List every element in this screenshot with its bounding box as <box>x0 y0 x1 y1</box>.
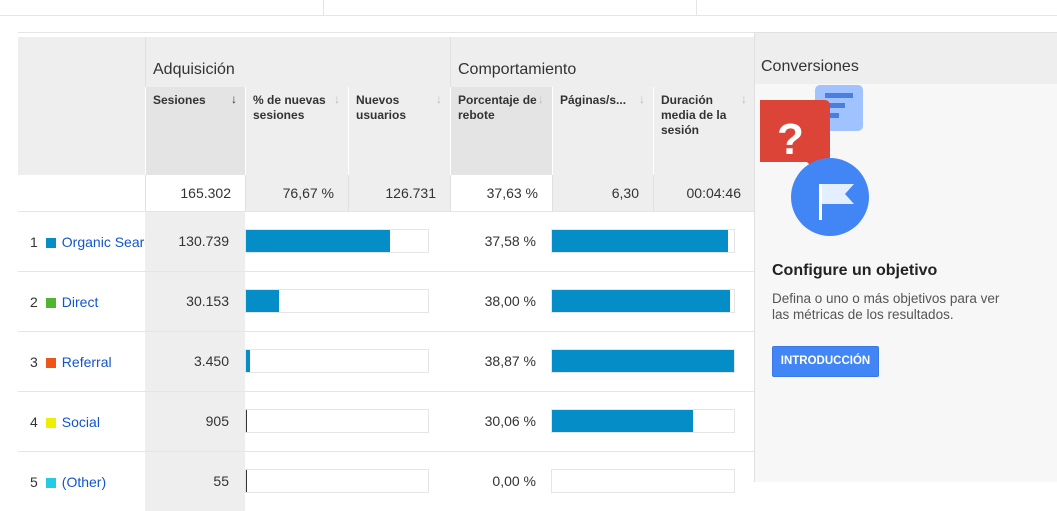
bounce-bar-fill <box>552 350 734 372</box>
group-behavior: Comportamiento <box>450 37 755 87</box>
table-row: 4 Social 905 30,06 % <box>18 391 755 451</box>
sessions-value: 55 <box>145 452 245 511</box>
total-bounce: 37,63 % <box>450 175 552 211</box>
sort-arrow-icon: ↓ <box>538 92 544 106</box>
series-color-swatch <box>45 238 56 248</box>
table-row: 1 Organic Search 130.739 37,58 % <box>18 211 755 271</box>
bounce-value: 38,00 % <box>484 293 536 309</box>
total-sessions: 165.302 <box>145 175 245 211</box>
col-label: Nuevos usuarios <box>356 93 407 122</box>
goal-illustration-icon: ? <box>760 85 869 236</box>
sessions-bar <box>245 229 429 253</box>
row-rank: 5 <box>30 474 38 490</box>
bounce-bar <box>551 289 735 313</box>
row-rank: 3 <box>30 354 38 370</box>
total-new-users: 126.731 <box>348 175 450 211</box>
channel-link[interactable]: Social <box>61 414 100 430</box>
channel-link[interactable]: Organic Search <box>61 234 145 250</box>
sessions-bar-fill <box>246 290 280 312</box>
goal-title: Configure un objetivo <box>772 262 938 279</box>
sessions-value: 130.739 <box>145 212 245 271</box>
bounce-bar <box>551 229 735 253</box>
col-bounce-rate[interactable]: Porcentaje de rebote ↓ <box>450 87 552 175</box>
group-header-blank <box>18 37 145 87</box>
bounce-bar <box>551 349 735 373</box>
row-label: 4 Social <box>18 392 145 451</box>
bounce-bar-fill <box>552 410 693 432</box>
row-rank: 1 <box>30 234 38 250</box>
report-table: Adquisición Comportamiento Sesiones ↓ % d… <box>18 32 755 511</box>
table-row: 5 (Other) 55 0,00 % <box>18 451 755 511</box>
total-new-sessions: 76,67 % <box>245 175 348 211</box>
total-duration: 00:04:46 <box>653 175 755 211</box>
table-row: 3 Referral 3.450 38,87 % <box>18 331 755 391</box>
col-label: Sesiones <box>153 93 206 107</box>
col-sessions[interactable]: Sesiones ↓ <box>145 87 245 175</box>
row-label: 1 Organic Search <box>18 212 145 271</box>
row-label: 3 Referral <box>18 332 145 391</box>
col-new-users[interactable]: Nuevos usuarios ↓ <box>348 87 450 175</box>
table-row: 2 Direct 30.153 38,00 % <box>18 271 755 331</box>
col-pages-session[interactable]: Páginas/s... ↓ <box>552 87 653 175</box>
bounce-bar <box>551 469 735 493</box>
col-label: Páginas/s... <box>560 93 627 107</box>
sort-arrow-icon: ↓ <box>231 92 237 106</box>
col-label: % de nuevas sesiones <box>253 93 326 122</box>
sessions-bar <box>245 469 429 493</box>
bounce-value: 30,06 % <box>484 413 536 429</box>
sessions-value: 905 <box>145 392 245 451</box>
row-label: 5 (Other) <box>18 452 145 511</box>
series-color-swatch <box>45 298 56 308</box>
total-blank <box>18 175 145 211</box>
goal-description: Defina o uno o más objetivos para ver la… <box>772 291 1000 322</box>
sessions-bar-fill <box>246 230 390 252</box>
bounce-value: 38,87 % <box>484 353 536 369</box>
sessions-bar <box>245 289 429 313</box>
series-color-swatch <box>45 478 56 488</box>
col-label: Duración media de la sesión <box>661 93 727 137</box>
bounce-value: 37,58 % <box>484 233 536 249</box>
sort-arrow-icon: ↓ <box>436 92 442 106</box>
bounce-bar-fill <box>552 230 728 252</box>
conversions-panel: Conversiones ? Configure un objetivo Def… <box>754 32 1057 482</box>
channel-link[interactable]: Referral <box>61 354 112 370</box>
conversions-header: Conversiones <box>755 32 1057 84</box>
row-rank: 2 <box>30 294 38 310</box>
row-label: 2 Direct <box>18 272 145 331</box>
series-color-swatch <box>45 358 56 368</box>
bounce-bar <box>551 409 735 433</box>
sessions-bar-fill <box>246 410 248 432</box>
sessions-bar-fill <box>246 470 248 492</box>
channel-link[interactable]: (Other) <box>61 474 107 490</box>
col-new-sessions[interactable]: % de nuevas sesiones ↓ <box>245 87 348 175</box>
channel-link[interactable]: Direct <box>61 294 99 310</box>
sessions-bar <box>245 409 429 433</box>
bounce-bar-fill <box>552 290 730 312</box>
top-bar <box>0 0 1057 16</box>
group-acquisition: Adquisición <box>145 37 450 87</box>
sessions-value: 3.450 <box>145 332 245 391</box>
header-blank <box>18 87 145 175</box>
svg-text:?: ? <box>777 115 804 164</box>
row-rank: 4 <box>30 414 38 430</box>
introduction-button[interactable]: INTRODUCCIÓN <box>772 346 879 377</box>
col-label: Porcentaje de rebote <box>458 93 537 122</box>
series-color-swatch <box>45 418 56 428</box>
sessions-value: 30.153 <box>145 272 245 331</box>
sort-arrow-icon: ↓ <box>639 92 645 106</box>
col-avg-duration[interactable]: Duración media de la sesión ↓ <box>653 87 755 175</box>
bounce-value: 0,00 % <box>492 473 536 489</box>
sort-arrow-icon: ↓ <box>741 92 747 106</box>
sort-arrow-icon: ↓ <box>334 92 340 106</box>
total-pages: 6,30 <box>552 175 653 211</box>
sessions-bar <box>245 349 429 373</box>
sessions-bar-fill <box>246 350 250 372</box>
